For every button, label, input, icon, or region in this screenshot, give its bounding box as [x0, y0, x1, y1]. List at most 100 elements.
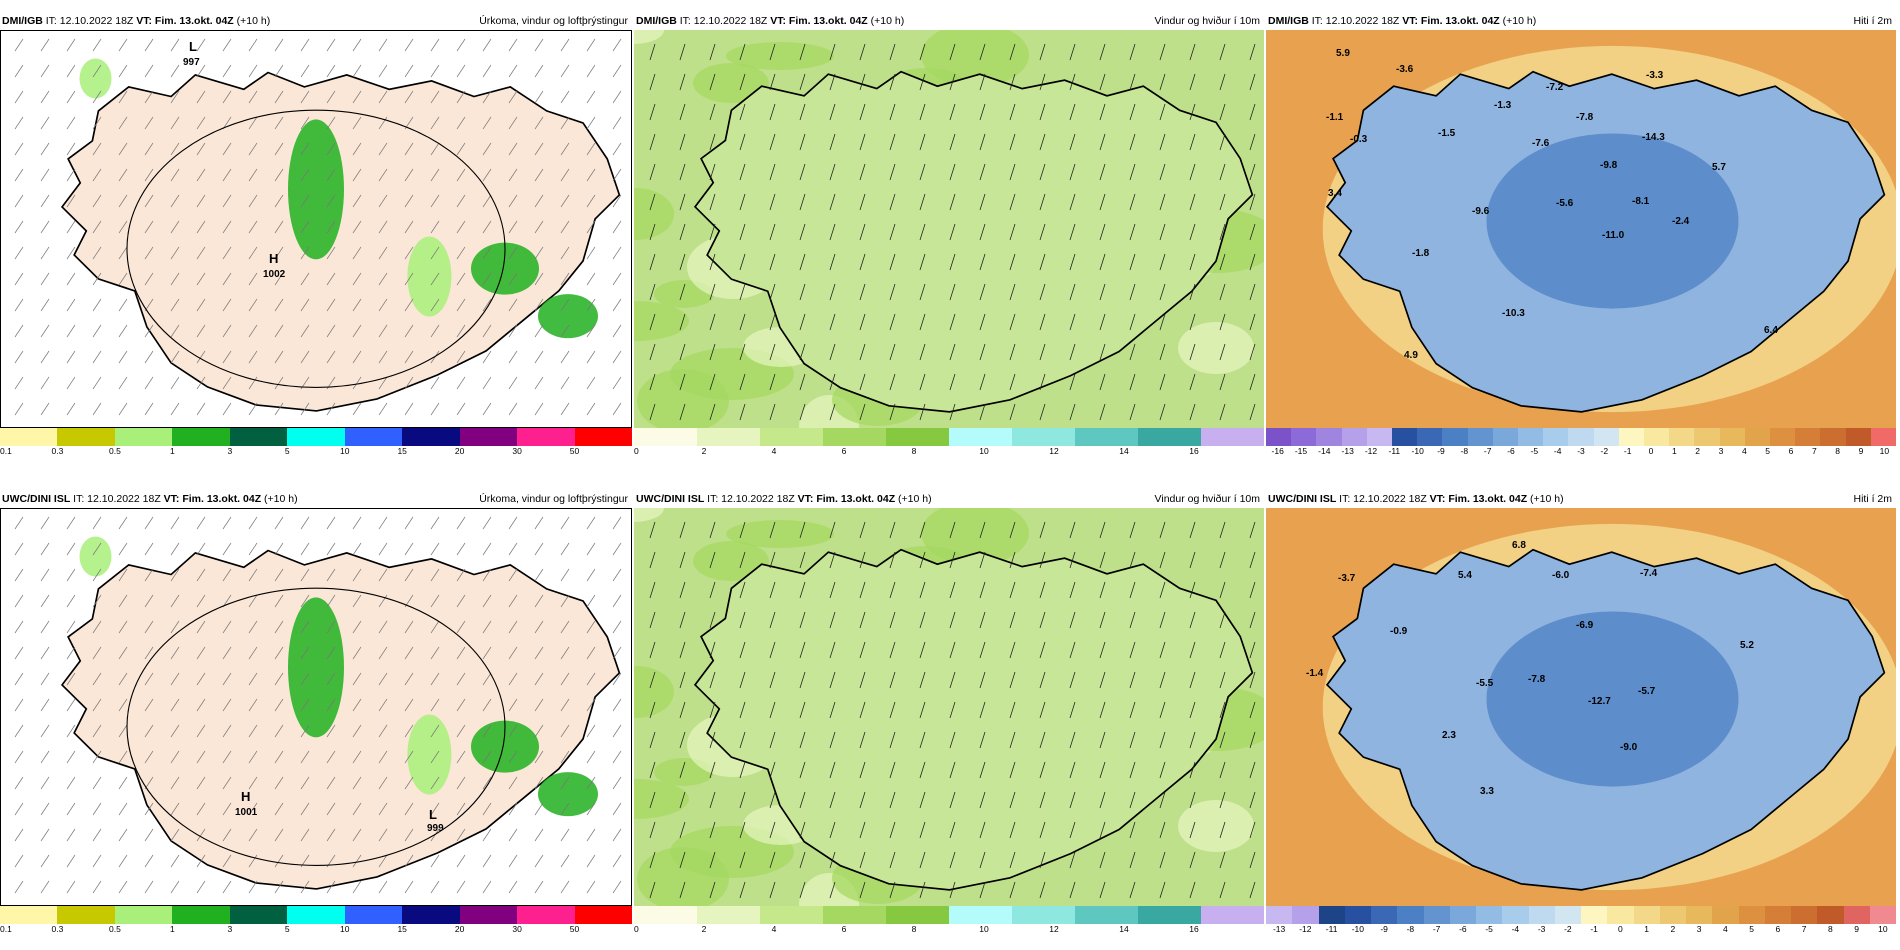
wind-arrow [679, 551, 686, 569]
wind-barb [14, 750, 24, 764]
wind-arrow [859, 43, 866, 61]
wind-barb [170, 298, 180, 312]
init-time: IT: 12.10.2022 18Z [45, 15, 134, 27]
wind-barb [326, 220, 336, 234]
wind-arrow [919, 343, 926, 361]
wind-arrow [949, 223, 956, 241]
wind-barb [144, 272, 154, 286]
colorbar-segment [1669, 428, 1695, 446]
wind-arrow [799, 641, 806, 659]
wind-arrow [769, 881, 776, 899]
wind-barb [66, 828, 76, 842]
wind-barb [378, 350, 388, 364]
wind-arrow [1039, 551, 1046, 569]
colorbar [1266, 906, 1896, 924]
wind-arrow [859, 403, 866, 421]
wind-arrow [859, 253, 866, 271]
colorbar-tick-label: 30 [512, 924, 522, 934]
lead-time: (+10 h) [264, 493, 298, 505]
wind-speed-patch [693, 541, 769, 581]
wind-barb [196, 38, 206, 52]
wind-arrow [739, 731, 746, 749]
wind-arrow [919, 253, 926, 271]
colorbar-tick-label: -13 [1272, 924, 1286, 934]
wind-arrow [799, 133, 806, 151]
wind-barb [612, 116, 622, 130]
wind-barb [14, 594, 24, 608]
wind-arrow [979, 283, 986, 301]
colorbar-segment [1442, 428, 1468, 446]
wind-arrow [829, 253, 836, 271]
colorbar-segment [1719, 428, 1745, 446]
wind-barb [482, 724, 492, 738]
temperature-value: -9.0 [1620, 742, 1638, 753]
wind-arrow [829, 701, 836, 719]
wind-barb [378, 220, 388, 234]
wind-barb [274, 116, 284, 130]
wind-barb [274, 324, 284, 338]
colorbar-segment [459, 906, 518, 924]
wind-arrow [1099, 671, 1106, 689]
wind-barb [482, 750, 492, 764]
wind-barb [352, 194, 362, 208]
wind-arrow [799, 521, 806, 539]
wind-barb [560, 698, 570, 712]
wind-barb [430, 542, 440, 556]
wind-arrow [1039, 43, 1046, 61]
wind-barb [352, 828, 362, 842]
colorbar-tick-label: 6 [1775, 924, 1781, 934]
wind-barb [118, 750, 128, 764]
colorbar-segment [344, 428, 403, 446]
wind-arrow [859, 671, 866, 689]
wind-barb [144, 116, 154, 130]
wind-arrow [829, 73, 836, 91]
wind-arrow [739, 373, 746, 391]
wind-barb [612, 568, 622, 582]
colorbar-tick-label: -3 [1537, 924, 1546, 934]
wind-arrow [1039, 821, 1046, 839]
wind-barb [534, 116, 544, 130]
wind-barb [352, 350, 362, 364]
wind-barb [508, 376, 518, 390]
wind-barb [196, 402, 206, 416]
colorbar [0, 906, 632, 924]
wind-barb [40, 116, 50, 130]
colorbar-segment [459, 428, 518, 446]
wind-arrow [679, 73, 686, 91]
colorbar-tick-label: -13 [1341, 446, 1354, 456]
wind-barb [248, 776, 258, 790]
wind-barb [14, 646, 24, 660]
temperature-value: 3.4 [1328, 188, 1342, 199]
wind-arrow [919, 223, 926, 241]
wind-arrow [769, 313, 776, 331]
valid-time: VT: Fim. 13.okt. 04Z [1402, 15, 1500, 27]
wind-arrow [1099, 223, 1106, 241]
wind-barb [300, 620, 310, 634]
wind-arrow [889, 881, 896, 899]
panel-uwc-wind: UWC/DINI ISL IT: 12.10.2022 18Z VT: Fim.… [634, 490, 1264, 940]
wind-arrow [1039, 343, 1046, 361]
wind-arrow [919, 851, 926, 869]
wind-arrow [1069, 193, 1076, 211]
wind-barb [430, 298, 440, 312]
wind-barb [534, 828, 544, 842]
wind-arrow [1099, 821, 1106, 839]
wind-arrow [799, 283, 806, 301]
wind-barb [326, 672, 336, 686]
wind-barb [326, 516, 336, 530]
colorbar-tick-label: -7 [1432, 924, 1441, 934]
wind-barb [534, 64, 544, 78]
colorbar-tick-label: 30 [512, 446, 522, 456]
wind-barb [508, 620, 518, 634]
wind-barb [456, 402, 466, 416]
wind-arrow [739, 521, 746, 539]
wind-barb [248, 220, 258, 234]
wind-barb [326, 298, 336, 312]
wind-arrow [979, 103, 986, 121]
wind-arrow [799, 881, 806, 899]
wind-barb [560, 90, 570, 104]
wind-arrow [1069, 761, 1076, 779]
colorbar-tick-label: 8 [911, 446, 917, 456]
wind-arrow [829, 133, 836, 151]
wind-arrow [1219, 521, 1226, 539]
